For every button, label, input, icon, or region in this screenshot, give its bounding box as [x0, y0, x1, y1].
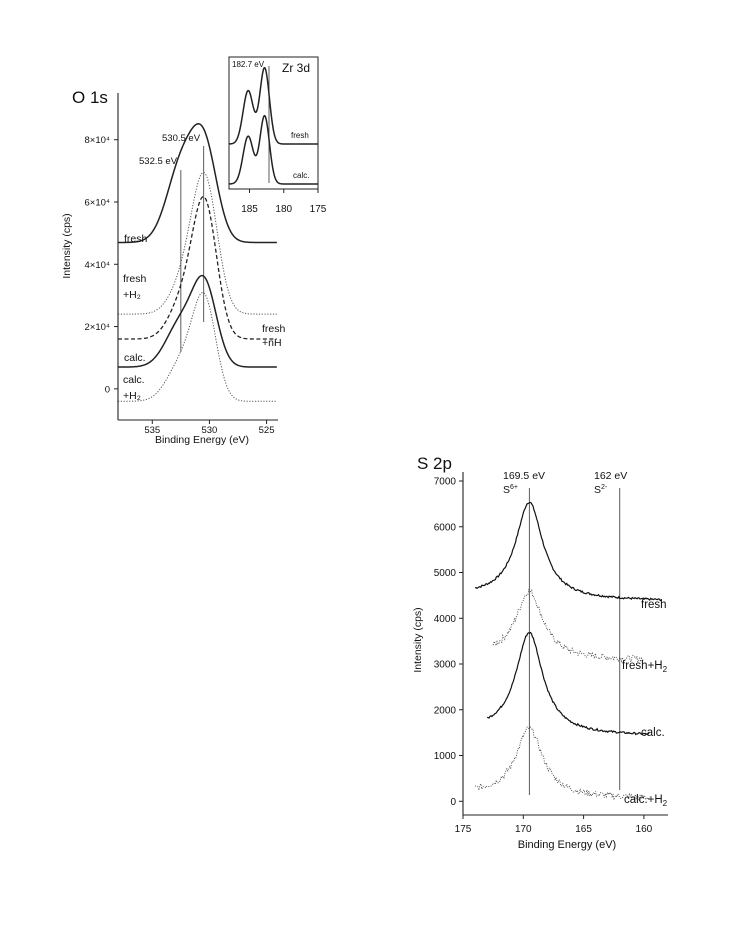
zr3d-inset: Zr 3d 182.7 eV fresh calc. 185 180 175: [228, 56, 327, 215]
o1s-series-label-fresh-h: fresh: [123, 273, 147, 285]
o1s-ref-label-532-5-ev: 532.5 eV: [139, 156, 178, 167]
zr3d-fresh-label: fresh: [291, 131, 309, 140]
o1s-curve-fresh-nh: [118, 196, 277, 340]
o1s-y-tick-label: 6×10⁴: [85, 198, 110, 209]
zr3d-x-tick-label: 180: [275, 204, 292, 215]
zr3d-x-tick-label: 185: [241, 204, 258, 215]
zr3d-calc-curve: [228, 114, 318, 185]
o1s-curve-calc-h: [118, 291, 277, 402]
s2p-y-tick-label: 0: [450, 797, 456, 808]
s2p-x-tick-label: 165: [575, 824, 592, 835]
o1s-series-label-calc: calc.: [124, 352, 146, 364]
o1s-x-axis-label: Binding Energy (eV): [155, 434, 249, 446]
s2p-species-label-169-5-ev: S6+: [503, 484, 518, 496]
o1s-series-label-calc-h: calc.: [123, 374, 145, 386]
o1s-y-tick-label: 0: [105, 384, 110, 395]
o1s-series-sublabel-fresh-h: +H₂: [123, 289, 141, 301]
o1s-y-axis-label: Intensity (cps): [61, 213, 73, 278]
s2p-ref-label-169-5-ev: 169.5 eV: [503, 470, 545, 482]
s2p-curve-fresh: [474, 501, 662, 602]
o1s-y-tick-label: 8×10⁴: [85, 135, 110, 146]
zr3d-ref-label: 182.7 eV: [232, 60, 265, 69]
s2p-x-tick-label: 175: [455, 824, 472, 835]
s2p-panel: S 2p 169.5 eV S6+ 162 eV S2- fresh fresh+H2 c…: [412, 454, 668, 851]
s2p-series-label-calc-h: calc.+H2: [624, 794, 668, 808]
s2p-y-tick-label: 5000: [434, 568, 457, 579]
s2p-species-label-162-ev: S2-: [594, 484, 608, 496]
s2p-y-tick-label: 4000: [434, 614, 457, 625]
s2p-x-tick-label: 170: [515, 824, 532, 835]
o1s-x-tick-label: 535: [144, 425, 160, 436]
o1s-y-tick-label: 2×10⁴: [85, 322, 110, 333]
o1s-series-sublabel-calc-h: +H₂: [123, 390, 141, 402]
o1s-curve-calc: [118, 274, 277, 368]
zr3d-title: Zr 3d: [282, 61, 310, 75]
s2p-curve-calc-h: [474, 725, 650, 802]
s2p-y-tick-label: 3000: [434, 660, 457, 671]
zr3d-x-tick-label: 175: [310, 204, 327, 215]
s2p-x-tick-label: 160: [636, 824, 653, 835]
s2p-ref-label-162-ev: 162 eV: [594, 470, 627, 482]
o1s-series-label-fresh-nh: fresh: [262, 323, 286, 335]
s2p-curve-calc: [486, 631, 650, 736]
s2p-y-tick-label: 2000: [434, 705, 457, 716]
o1s-y-tick-label: 4×10⁴: [85, 260, 110, 271]
o1s-series-label-fresh: fresh: [124, 233, 148, 245]
o1s-x-tick-label: 525: [259, 425, 275, 436]
s2p-y-tick-label: 6000: [434, 522, 457, 533]
zr3d-calc-label: calc.: [293, 171, 309, 180]
o1s-ref-label-530-5-ev: 530.5 eV: [162, 133, 201, 144]
s2p-x-axis-label: Binding Energy (eV): [518, 839, 616, 851]
o1s-title: O 1s: [72, 88, 108, 107]
s2p-y-tick-label: 1000: [434, 751, 457, 762]
s2p-title: S 2p: [417, 454, 452, 473]
s2p-series-label-calc: calc.: [641, 727, 665, 739]
o1s-series-sublabel-fresh-nh: +nH: [262, 337, 282, 349]
o1s-x-tick-label: 530: [201, 425, 217, 436]
s2p-series-label-fresh: fresh: [641, 599, 667, 611]
o1s-curve-fresh: [118, 122, 277, 244]
s2p-curve-fresh-h: [492, 588, 644, 664]
o1s-panel: O 1s 530.5 eV 532.5 eV fresh fresh +H₂ fresh…: [61, 88, 286, 446]
zr3d-fresh-curve: [228, 66, 318, 145]
s2p-y-tick-label: 7000: [434, 477, 457, 488]
zr3d-frame: [228, 56, 319, 190]
s2p-series-label-fresh-h: fresh+H2: [622, 660, 668, 674]
s2p-y-axis-label: Intensity (cps): [412, 607, 424, 672]
